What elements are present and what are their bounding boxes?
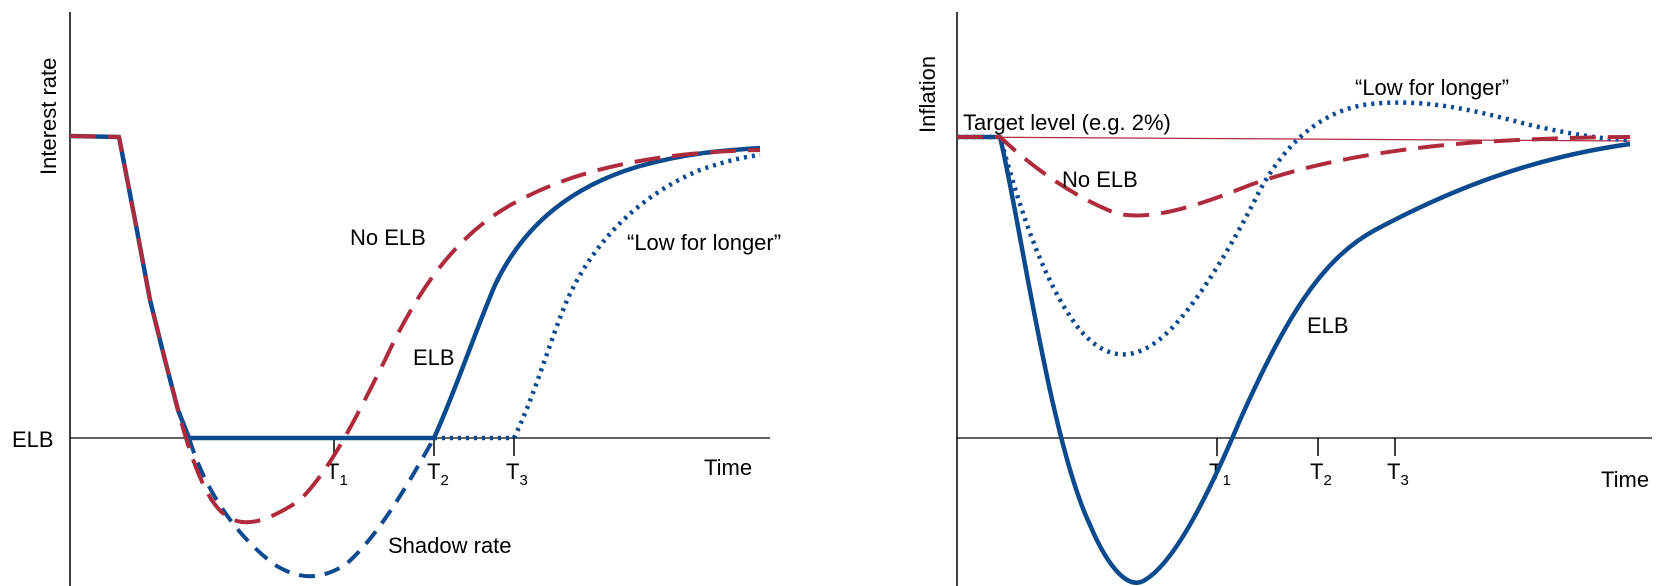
target-level-annotation: Target level (e.g. 2%) bbox=[963, 110, 1171, 135]
low-for-longer-rate-line bbox=[434, 152, 761, 441]
shadow-rate-line bbox=[187, 437, 436, 579]
target-level-line bbox=[956, 136, 1631, 142]
low-for-longer-annotation: “Low for longer” bbox=[627, 230, 781, 255]
y-axis-label: Interest rate bbox=[36, 58, 61, 175]
no-elb-rate-line bbox=[69, 134, 761, 525]
tick-label-t3: T3 bbox=[506, 459, 528, 489]
tick-label-t2: T2 bbox=[427, 459, 449, 489]
elb-axis-label: ELB bbox=[12, 427, 54, 452]
x-axis-label: Time bbox=[704, 455, 752, 480]
tick-label-t3: T3 bbox=[1387, 459, 1409, 489]
x-axis-label: Time bbox=[1601, 467, 1649, 492]
no-elb-annotation: No ELB bbox=[350, 225, 426, 250]
low-for-longer-annotation: “Low for longer” bbox=[1355, 75, 1509, 100]
shadow-rate-annotation: Shadow rate bbox=[388, 533, 512, 558]
y-axis-label: Inflation bbox=[915, 56, 940, 133]
tick-label-t2: T2 bbox=[1310, 459, 1332, 489]
no-elb-annotation: No ELB bbox=[1062, 167, 1138, 192]
elb-inflation-line bbox=[957, 134, 1631, 585]
inflation-chart: Inflation Time Target level (e.g. 2%) T1… bbox=[915, 12, 1652, 586]
elb-annotation: ELB bbox=[413, 345, 455, 370]
interest-rate-chart: Interest rate ELB Time T1 T2 T3 No ELB E… bbox=[12, 12, 781, 586]
elb-annotation: ELB bbox=[1307, 313, 1349, 338]
no-elb-inflation-line bbox=[957, 135, 1631, 218]
